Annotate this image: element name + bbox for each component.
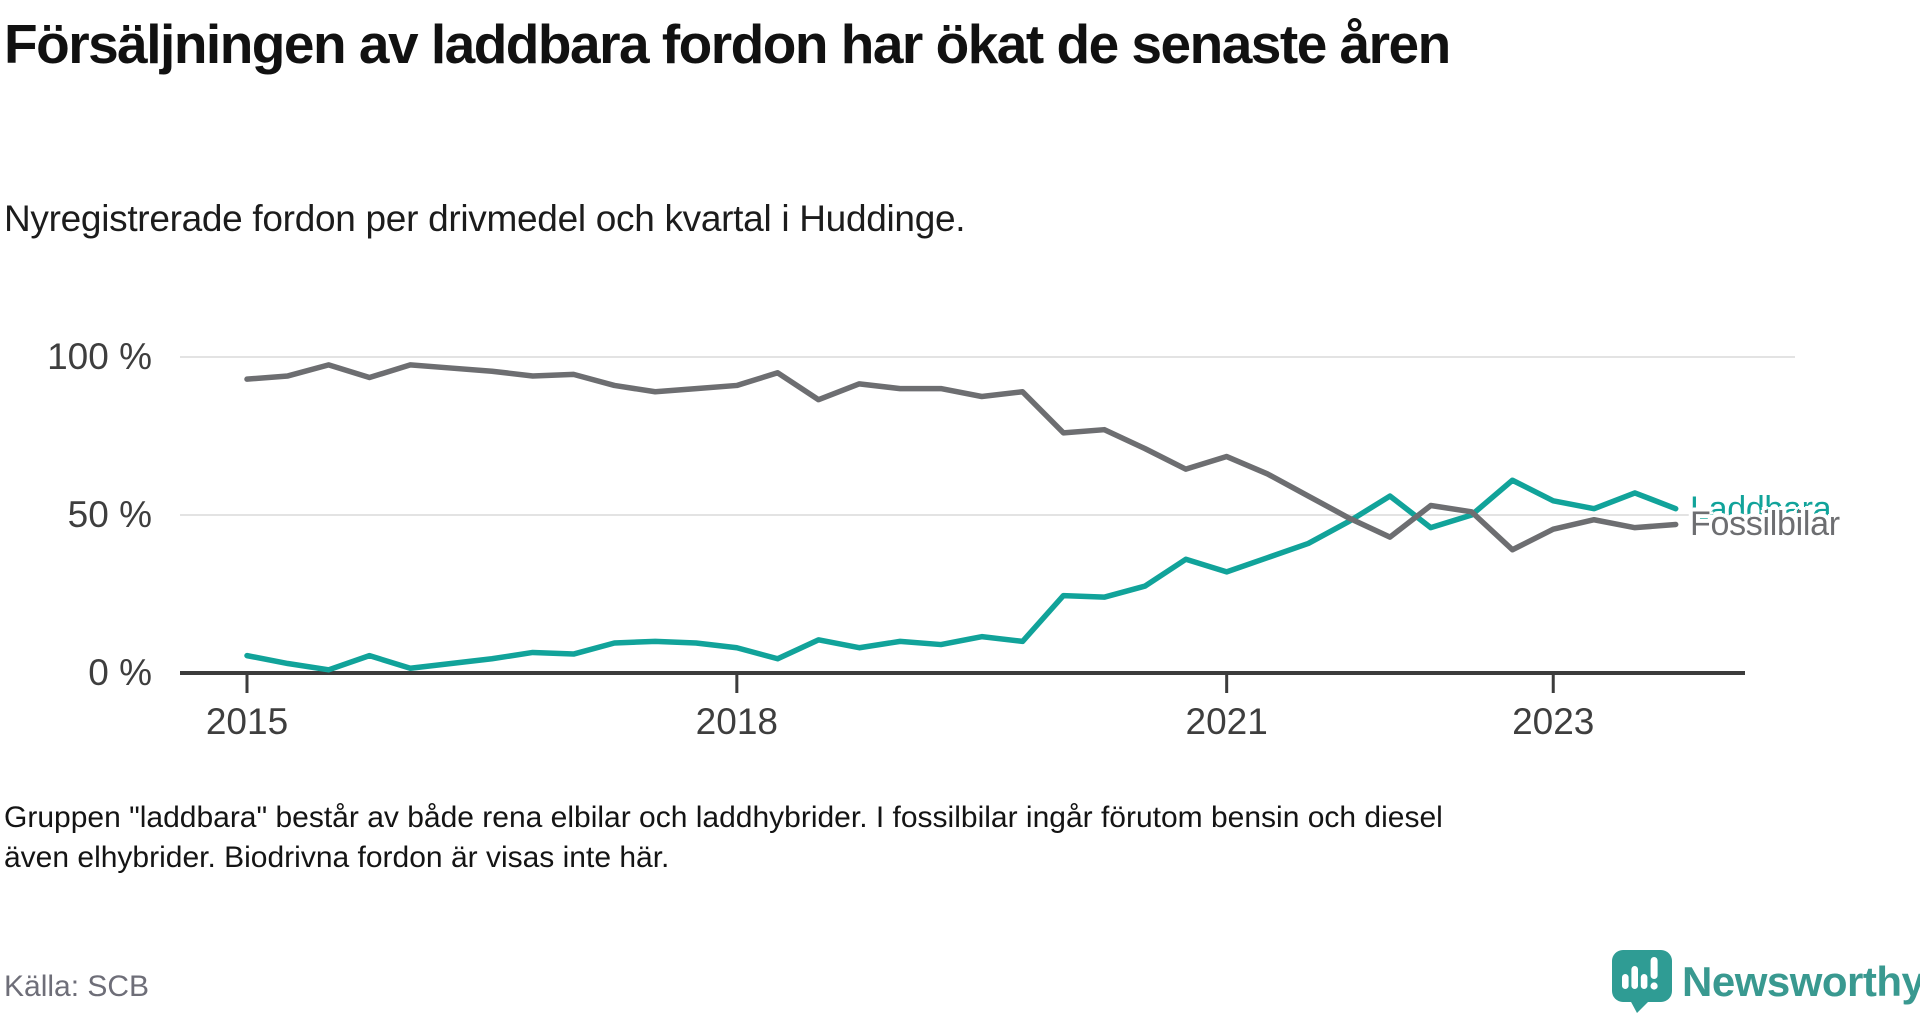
newsworthy-wordmark: Newsworthy bbox=[1682, 958, 1920, 1005]
chart-subtitle: Nyregistrerade fordon per drivmedel och … bbox=[4, 198, 966, 239]
source-label: Källa: SCB bbox=[4, 970, 150, 1003]
series-label-fossilbilar: Fossilbilar bbox=[1690, 505, 1840, 544]
x-axis-label-2018: 2018 bbox=[695, 701, 778, 742]
series-line-fossilbilar bbox=[244, 362, 1679, 553]
newsworthy-logo-icon bbox=[1612, 950, 1672, 1013]
y-axis-label-0: 0 % bbox=[88, 652, 152, 693]
y-axis-label-50: 50 % bbox=[67, 494, 152, 535]
page-title: Försäljningen av laddbara fordon har öka… bbox=[4, 13, 1451, 75]
chart-footnote: Gruppen "laddbara" består av både rena e… bbox=[4, 801, 1443, 874]
y-axis-label-100: 100 % bbox=[47, 336, 152, 377]
x-axis-label-2023: 2023 bbox=[1512, 701, 1595, 742]
series-line-laddbara bbox=[244, 477, 1679, 673]
x-axis-label-2021: 2021 bbox=[1185, 701, 1268, 742]
x-axis-label-2015: 2015 bbox=[205, 701, 289, 742]
series-label-laddbara: Laddbara bbox=[1690, 489, 1832, 528]
